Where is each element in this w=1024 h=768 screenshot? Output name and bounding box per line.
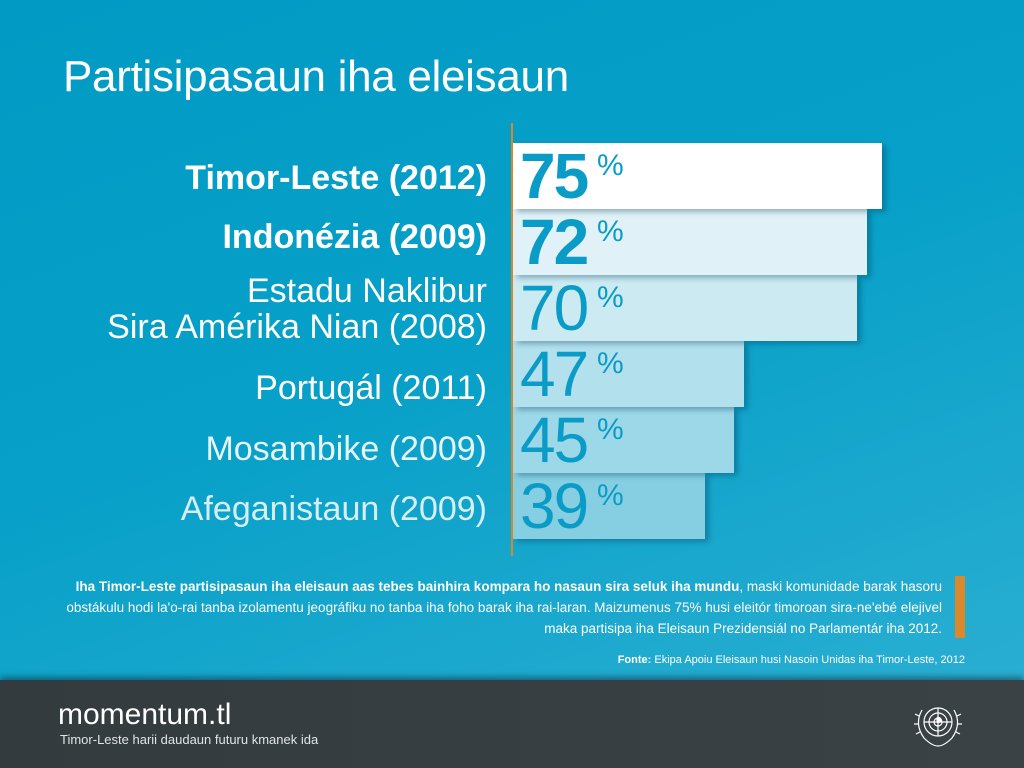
category-label-line: Indonézia (2009) [222,218,487,256]
tagline: Timor-Leste harii daudaun futuru kmanek … [60,732,319,747]
un-emblem-icon [914,707,962,747]
percent-sign: % [597,479,624,512]
page-title: Partisipasaun iha eleisaun [63,52,569,101]
category-label: Mosambike (2009) [205,431,487,467]
bar-2: 70% [513,272,858,344]
description-paragraph: Iha Timor-Leste partisipasaun iha eleisa… [62,576,942,639]
category-label-line: Sira Amérika Nian (2008) [107,308,487,346]
category-label: Portugál (2011) [255,370,487,406]
percent-sign: % [597,149,624,182]
bar-3: 47% [513,338,745,410]
bar-value-label: 70 [520,272,589,344]
category-label: Estadu Naklibur Sira Amérika Nian (2008) [107,273,487,345]
category-label-line: Afeganistaun (2009) [180,490,487,528]
percent-sign: % [597,281,624,314]
bar-value-label: 47 [520,338,589,410]
source-note: Fonte: Ekipa Apoiu Eleisaun husi Nasoin … [618,654,965,666]
chart-axis-line [511,123,513,556]
bar-0: 75% [513,140,882,212]
category-label-line: Timor-Leste (2012) [185,159,487,197]
accent-bar [955,576,965,638]
description-rest: , maski komunidade barak hasoru obstákul… [66,579,942,636]
percent-sign: % [597,215,624,248]
brand-logo[interactable]: momentum.tl [58,698,232,731]
bar-1: 72% [513,206,868,278]
description-bold: Iha Timor-Leste partisipasaun iha eleisa… [75,579,740,594]
bar-value-label: 75 [520,140,589,212]
percent-sign: % [597,413,624,446]
category-label-line: Estadu Naklibur [246,272,487,310]
bar-value-label: 39 [520,470,589,542]
category-label-line: Mosambike (2009) [205,430,487,468]
source-text: Ekipa Apoiu Eleisaun husi Nasoin Unidas … [651,654,965,666]
source-label: Fonte: [617,654,652,666]
category-label: Indonézia (2009) [222,219,487,255]
percent-sign: % [597,347,624,380]
bar-value-label: 72 [520,206,589,278]
bar-value-label: 45 [520,404,589,476]
category-label-line: Portugál (2011) [255,369,487,407]
bar-4: 45% [513,404,735,476]
footer: momentum.tl Timor-Leste harii daudaun fu… [0,680,1024,768]
bar-5: 39% [513,470,705,542]
category-label: Timor-Leste (2012) [185,160,487,196]
category-label: Afeganistaun (2009) [181,491,487,527]
